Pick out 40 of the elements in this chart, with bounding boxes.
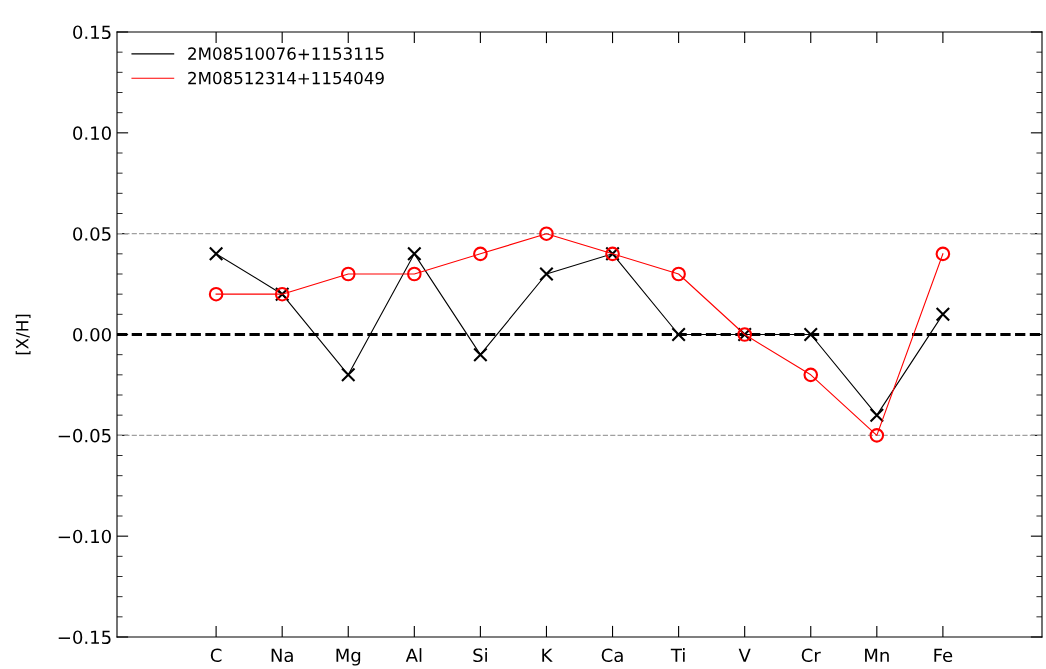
x-tick-label: V	[738, 648, 751, 662]
point	[539, 226, 554, 241]
point	[803, 327, 819, 342]
legend-label: 2M08510076+1153115	[188, 47, 384, 60]
point	[671, 266, 686, 282]
point	[869, 407, 885, 423]
point	[208, 246, 224, 262]
x-tick-label: C	[210, 648, 222, 663]
y-tick-label: −0.15	[58, 630, 111, 645]
x-tick-label: Mn	[865, 648, 889, 662]
x-tick-label: Na	[271, 648, 293, 663]
x-tick-label: Ca	[601, 648, 623, 663]
point	[803, 367, 819, 383]
point	[340, 266, 356, 282]
point	[407, 266, 422, 282]
point	[208, 286, 224, 302]
x-tick-label: Mg	[336, 648, 361, 666]
x-tick-label: Ti	[670, 648, 685, 662]
y-tick-label: 0.00	[73, 327, 111, 342]
point	[407, 246, 422, 262]
legend-label: 2M08512314+1154049	[188, 71, 384, 85]
point	[473, 246, 488, 262]
y-tick-label: 0.05	[73, 227, 111, 241]
point	[869, 428, 885, 443]
x-tick-label: K	[542, 648, 553, 662]
point	[473, 347, 488, 362]
point	[935, 246, 951, 262]
y-tick-label: 0.15	[73, 25, 111, 40]
point	[539, 266, 554, 282]
y-tick-label: 0.10	[73, 126, 111, 140]
point	[935, 307, 951, 322]
x-tick-label: Si	[473, 648, 487, 663]
y-axis-title: [X/H]	[15, 314, 31, 355]
point	[340, 367, 356, 383]
y-tick-label: −0.10	[58, 529, 111, 544]
x-tick-label: Fe	[934, 648, 953, 663]
x-tick-label: Al	[405, 648, 422, 662]
x-tick-label: Cr	[801, 648, 821, 663]
point	[671, 327, 686, 342]
y-tick-label: −0.05	[58, 428, 111, 443]
